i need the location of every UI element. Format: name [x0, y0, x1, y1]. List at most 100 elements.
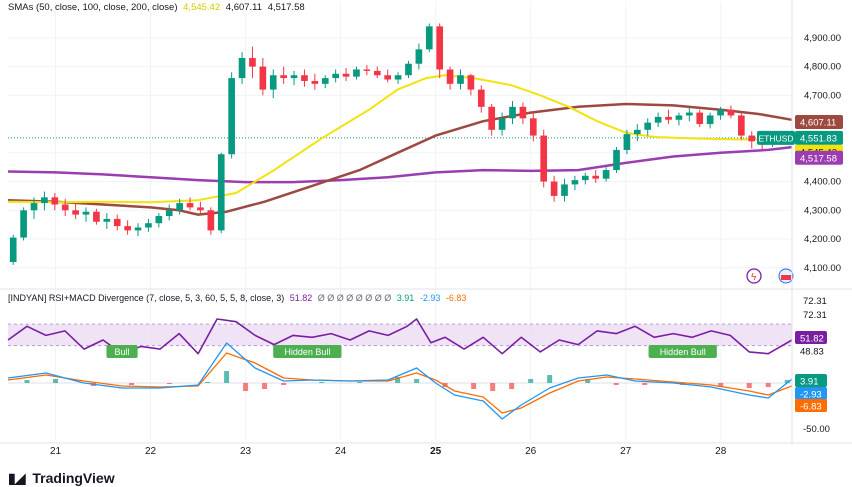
candle-body	[738, 115, 745, 136]
indicator-value-text: 48.83	[800, 347, 824, 358]
candle-body	[384, 75, 392, 80]
candle-body	[238, 57, 246, 79]
candle-body	[103, 218, 111, 222]
indicator-tick-label: 72.31	[803, 296, 827, 307]
macd-histogram-bar	[319, 382, 325, 383]
candle-body	[415, 49, 423, 64]
zero-values: Ø Ø Ø Ø Ø Ø Ø Ø	[317, 293, 392, 303]
price-label	[795, 130, 843, 145]
candle-body	[353, 69, 360, 77]
macd-histogram-bar	[471, 383, 477, 389]
symbol-tag	[757, 130, 795, 145]
divergence-tag-text: Hidden Bull	[660, 347, 706, 357]
flash-icon-glyph: ϟ	[751, 272, 757, 283]
candle-body	[30, 203, 38, 211]
macd-histogram-bar	[24, 380, 30, 383]
y-tick-label: 4,200.00	[804, 234, 841, 245]
x-tick-label: 22	[145, 446, 157, 457]
x-tick-label: 23	[240, 446, 252, 457]
macd-histogram-bar	[509, 383, 515, 389]
macd-histogram-bar	[585, 379, 591, 383]
candle-body	[176, 203, 183, 211]
candle-body	[654, 116, 662, 123]
x-tick-label: 26	[525, 446, 537, 457]
divergence-tag-text: Hidden Bull	[284, 347, 330, 357]
candle-body	[425, 26, 433, 50]
brand-logo: ▮◢ TradingView	[8, 470, 115, 487]
x-tick-label: 21	[50, 446, 62, 457]
sma100-value: 4,607.11	[225, 2, 263, 13]
candle-body	[165, 210, 173, 217]
hist-value: -6.83	[445, 293, 467, 303]
candle-body	[9, 237, 17, 263]
flash-icon	[746, 268, 762, 284]
candle-body	[540, 135, 548, 182]
macd-histogram-bar	[718, 383, 724, 387]
macd-histogram-bar	[490, 383, 496, 391]
candle-body	[509, 106, 516, 119]
macd-histogram-bar	[784, 380, 790, 383]
y-tick-label: 4,300.00	[804, 205, 841, 216]
tradingview-icon: ▮◢	[8, 470, 26, 486]
indicator-value-label	[795, 331, 827, 344]
macd-histogram-bar	[53, 379, 59, 383]
sma100-line	[7, 102, 793, 216]
price-label-text: 4,517.58	[800, 153, 837, 164]
candle-body	[488, 106, 496, 130]
candle-body	[124, 226, 131, 231]
axes	[0, 0, 852, 445]
price-label-text: 4,551.83	[800, 133, 837, 144]
indicator-value-label	[795, 374, 827, 387]
candle-body	[249, 57, 256, 67]
candle-body	[207, 210, 215, 231]
rsi-value: 51.82	[289, 293, 313, 303]
grid-lines	[8, 2, 792, 440]
price-label	[795, 150, 843, 165]
candle-body	[550, 181, 558, 196]
candle-body	[186, 203, 194, 208]
price-label	[795, 115, 843, 130]
macd-value: 3.91	[396, 293, 415, 303]
macd-line	[7, 342, 793, 420]
x-tick-label: 27	[620, 446, 632, 457]
price-pane[interactable]: ϟ	[7, 23, 794, 284]
macd-histogram-bar	[395, 377, 401, 383]
macd-histogram-bar	[129, 383, 135, 385]
indicator-value-text: 51.82	[800, 334, 824, 345]
rsi-line	[7, 318, 793, 355]
flag-icon-stripe	[781, 275, 791, 280]
candle-body	[602, 170, 610, 179]
indicator-tick-label: -50.00	[803, 424, 830, 435]
axis-labels: 21 22 23 24 25 26 27 28 4,900.00 4,800.00 4,700.00…	[50, 33, 843, 457]
price-label-text: 4,607.11	[800, 118, 836, 129]
indicator-value-text: -6.83	[800, 402, 822, 413]
y-tick-label: 4,900.00	[804, 33, 841, 44]
indicator-pane[interactable]: Bull Hidden Bull Hidden Bull	[7, 318, 793, 420]
candle-body	[301, 75, 308, 81]
indicator-legend-label: [INDYAN] RSI+MACD Divergence (7, close, …	[8, 293, 285, 303]
candle-body	[394, 75, 402, 80]
candle-body	[727, 109, 735, 116]
candle-body	[145, 223, 152, 228]
x-tick-label: 24	[335, 446, 347, 457]
candle-body	[51, 197, 59, 205]
signal-value: -2.93	[419, 293, 441, 303]
indicator-value-label	[795, 399, 827, 412]
candle-body	[467, 75, 475, 90]
candle-body	[706, 115, 714, 125]
macd-histogram-bar	[205, 382, 211, 383]
candle-body	[436, 26, 444, 70]
candle-body	[61, 204, 69, 211]
candle-body	[405, 63, 412, 76]
candle-body	[373, 70, 381, 76]
divergence-tag	[273, 345, 342, 358]
sma50-line	[7, 74, 793, 204]
macd-histogram-bar	[243, 383, 249, 391]
candle-body	[477, 89, 485, 107]
sma200-line	[7, 145, 793, 184]
candle-body	[686, 112, 693, 116]
candle-body	[446, 69, 454, 84]
macd-histogram-bar	[613, 383, 619, 385]
indicator-legend: [INDYAN] RSI+MACD Divergence (7, close, …	[8, 293, 469, 303]
